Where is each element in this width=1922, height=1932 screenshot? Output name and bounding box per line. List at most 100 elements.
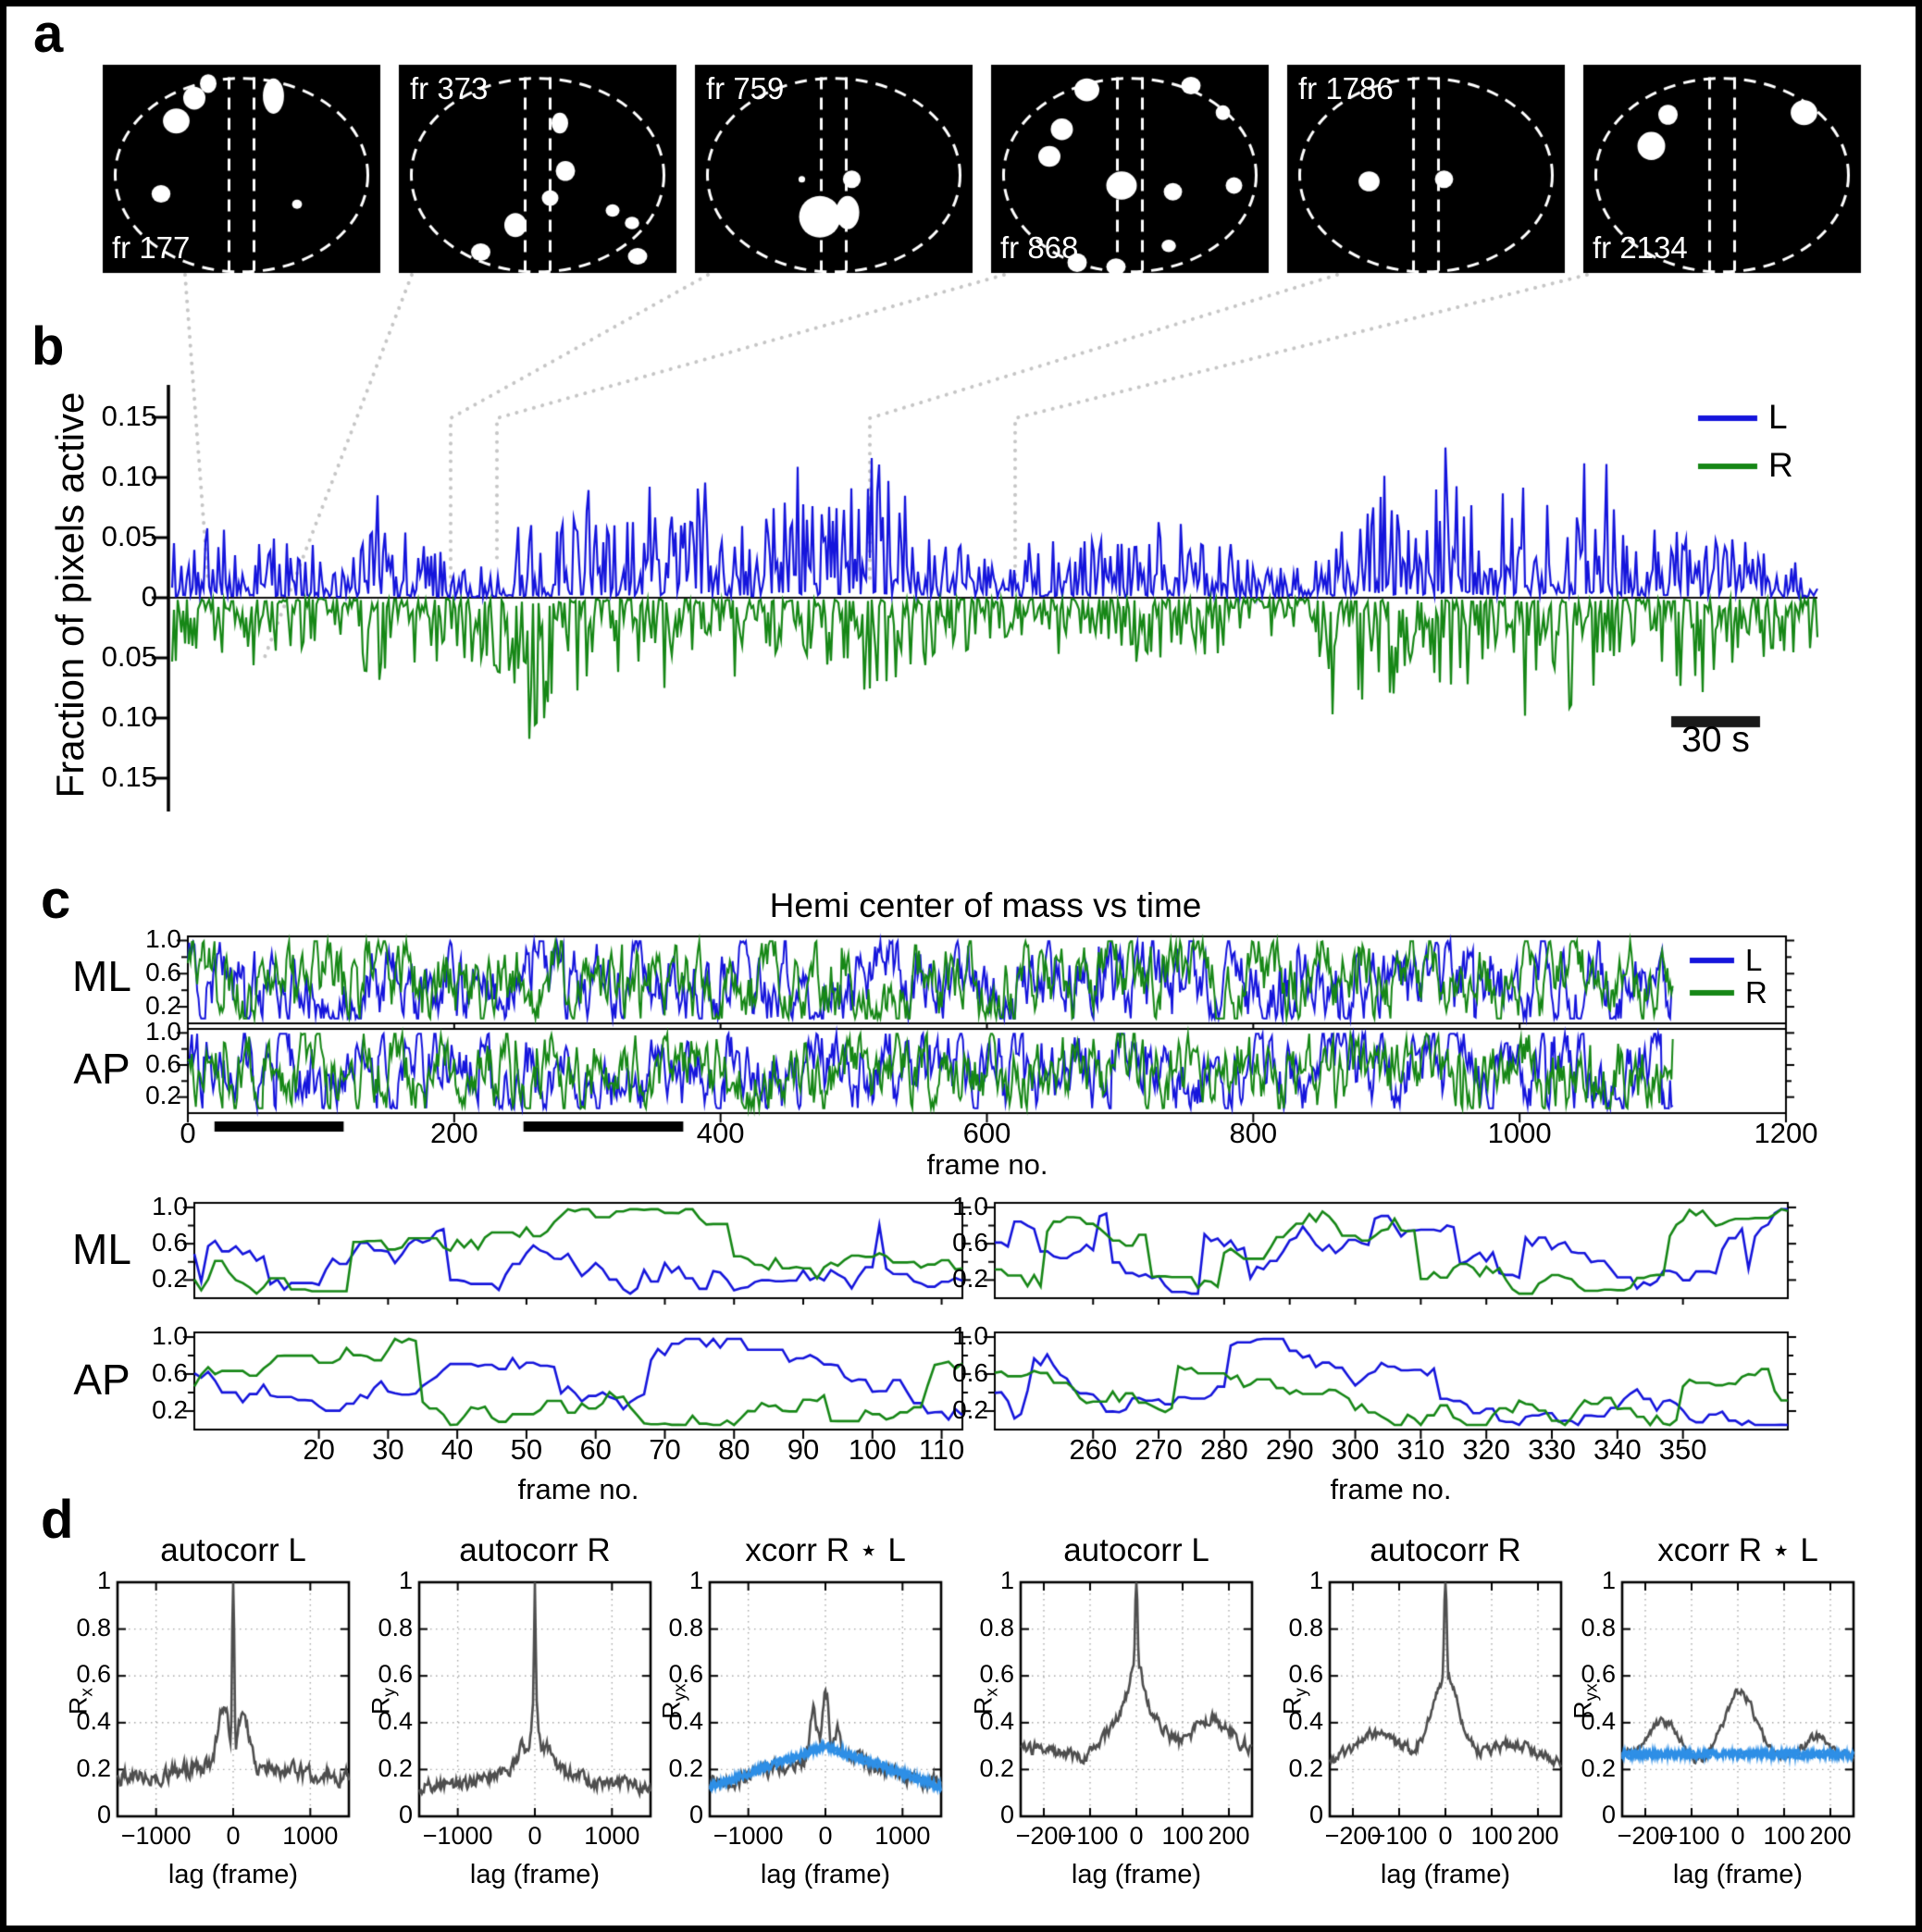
- tick-label: 200: [1809, 1822, 1852, 1851]
- c-title: Hemi center of mass vs time: [769, 886, 1202, 924]
- d1-title: autocorr L: [160, 1532, 306, 1568]
- tick-label: 100: [1161, 1822, 1204, 1851]
- tick-label: 70: [649, 1432, 681, 1466]
- tick-label: 100: [848, 1432, 897, 1466]
- tick-label: 270: [1135, 1432, 1183, 1466]
- tick-label: 0: [1730, 1822, 1745, 1851]
- panel-letter-d: d: [41, 1490, 74, 1550]
- tick-label: 50: [510, 1432, 543, 1466]
- tick-label: 350: [1658, 1432, 1707, 1466]
- d5-y-axis-label: Ry: [1278, 1637, 1311, 1766]
- tick-label: 0.4: [668, 1706, 703, 1735]
- tick-label: 340: [1593, 1432, 1642, 1466]
- tick-label: 0.4: [979, 1706, 1014, 1735]
- tick-label: 30: [372, 1432, 404, 1466]
- panel-letter-c: c: [41, 870, 71, 930]
- b-legend-label-R: R: [1768, 446, 1793, 484]
- c-row-label-ml: ML: [72, 952, 131, 1000]
- panel-letter-b: b: [31, 316, 65, 377]
- tick-label: 0: [1438, 1822, 1453, 1851]
- tick-label: 0.2: [145, 1081, 181, 1110]
- tick-label: 1200: [1754, 1116, 1818, 1149]
- tick-label: 0.6: [979, 1660, 1014, 1689]
- tick-label: 800: [1229, 1116, 1278, 1149]
- tick-label: 0.2: [952, 1263, 988, 1293]
- tick-label: 100: [1763, 1822, 1805, 1851]
- tick-label: 110: [918, 1432, 965, 1466]
- tick-label: 40: [440, 1432, 474, 1466]
- tick-label: 0: [96, 1801, 111, 1829]
- frame-label-177: fr 177: [112, 230, 191, 265]
- tick-label: 0.6: [1288, 1660, 1323, 1689]
- tick-label: 1000: [584, 1822, 640, 1851]
- tick-label: 0: [1129, 1822, 1144, 1851]
- tick-label: 290: [1265, 1432, 1314, 1466]
- tick-label: 0.6: [378, 1660, 413, 1689]
- d1-y-axis-label: Rx: [64, 1637, 96, 1766]
- tick-label: 80: [717, 1432, 750, 1466]
- frame-label-1786: fr 1786: [1298, 71, 1394, 105]
- d3-x-axis-label: lag (frame): [760, 1860, 891, 1889]
- tick-label: 1: [1601, 1567, 1616, 1595]
- tick-label: 260: [1069, 1432, 1118, 1466]
- tick-label: −200: [1617, 1822, 1674, 1851]
- d6-title: xcorr R ⋆ L: [1657, 1532, 1818, 1568]
- d6-x-axis-label: lag (frame): [1672, 1860, 1804, 1889]
- tick-label: −1000: [713, 1822, 784, 1851]
- tick-label: 100: [1470, 1822, 1513, 1851]
- tick-label: 0.8: [1581, 1613, 1616, 1641]
- d5-title: autocorr R: [1370, 1532, 1521, 1568]
- tick-label: −100: [1061, 1822, 1119, 1851]
- tick-label: 0.8: [378, 1613, 413, 1641]
- tick-label: 310: [1396, 1432, 1445, 1466]
- d4-y-axis-label: Rx: [969, 1637, 1002, 1766]
- c-x-axis-label: frame no.: [926, 1148, 1048, 1181]
- tick-label: 0.6: [952, 1227, 988, 1257]
- panel-letter-a: a: [33, 4, 64, 64]
- tick-label: 0.2: [76, 1753, 111, 1782]
- d1-x-axis-label: lag (frame): [167, 1860, 299, 1889]
- tick-label: 0: [818, 1822, 833, 1851]
- tick-label: 1.0: [952, 1320, 988, 1350]
- d3-y-axis-label: Ryx: [657, 1637, 689, 1766]
- tick-label: −200: [1015, 1822, 1073, 1851]
- tick-label: 400: [696, 1116, 745, 1149]
- tick-label: 0.2: [952, 1394, 988, 1424]
- tick-label: 0.4: [1288, 1706, 1323, 1735]
- tick-label: −1000: [422, 1822, 493, 1851]
- tick-label: 0: [999, 1801, 1014, 1829]
- tick-label: 0.05: [101, 639, 157, 673]
- tick-label: 1: [1308, 1567, 1323, 1595]
- tick-label: 0.15: [101, 399, 157, 432]
- tick-label: −100: [1663, 1822, 1720, 1851]
- tick-label: 0.8: [668, 1613, 703, 1641]
- d6-y-axis-label: Ryx: [1569, 1637, 1601, 1766]
- tick-label: 0: [527, 1822, 542, 1851]
- tick-label: 0: [141, 579, 157, 613]
- zoom-row-label-ap: AP: [73, 1356, 130, 1404]
- d2-x-axis-label: lag (frame): [469, 1860, 601, 1889]
- tick-label: 0: [1308, 1801, 1323, 1829]
- tick-label: 0: [180, 1116, 196, 1149]
- d4-ylabel-sub: x: [982, 1688, 1002, 1697]
- tick-label: 0.8: [1288, 1613, 1323, 1641]
- frame-label-759: fr 759: [706, 71, 785, 105]
- d5-ylabel-sub: y: [1291, 1688, 1311, 1697]
- zoom-left-x-axis-label: frame no.: [517, 1473, 639, 1505]
- tick-label: 330: [1528, 1432, 1576, 1466]
- zoom-row-label-ml: ML: [72, 1225, 131, 1273]
- tick-label: 0.2: [1288, 1753, 1323, 1782]
- tick-label: 0.10: [101, 700, 157, 733]
- tick-label: 200: [1517, 1822, 1559, 1851]
- tick-label: 320: [1462, 1432, 1511, 1466]
- tick-label: 600: [962, 1116, 1011, 1149]
- tick-label: 200: [429, 1116, 478, 1149]
- tick-label: 0.15: [101, 760, 157, 793]
- c-row-label-ap: AP: [73, 1045, 130, 1093]
- tick-label: 1.0: [152, 1191, 188, 1220]
- b-scalebar-label: 30 s: [1681, 720, 1750, 760]
- tick-label: 0.6: [152, 1357, 188, 1387]
- tick-label: 0: [398, 1801, 413, 1829]
- tick-label: 1000: [1487, 1116, 1552, 1149]
